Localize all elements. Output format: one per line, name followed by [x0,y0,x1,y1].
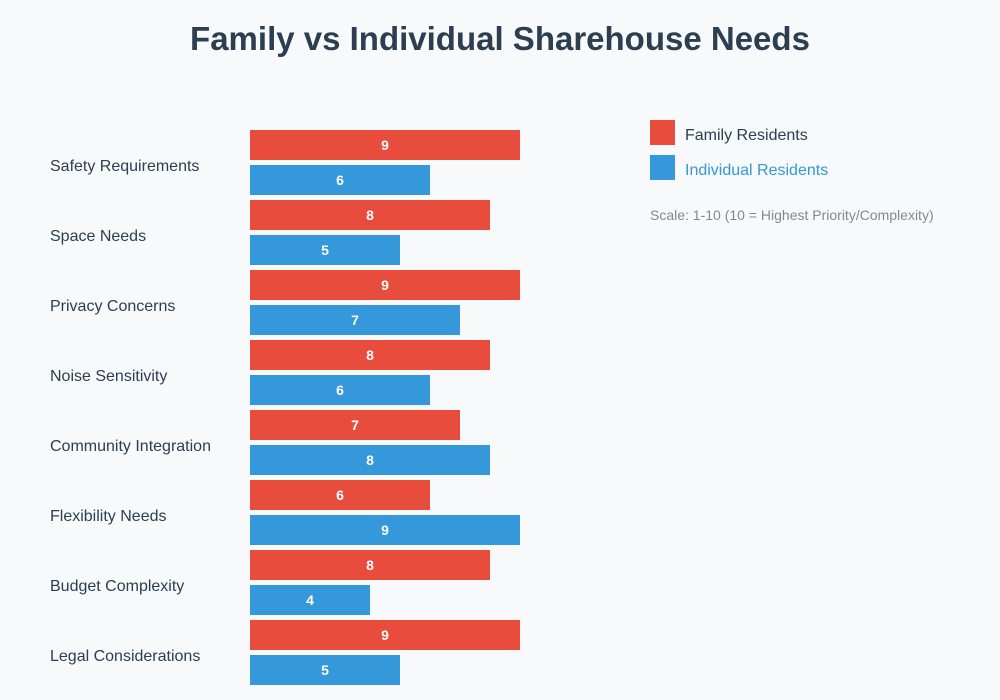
bars-group: Safety Requirements 9 6 Space Needs 8 5 Privac… [50,130,520,685]
data-label: 8 [366,207,374,223]
bar-family [250,130,520,160]
legend-swatch-individual [650,155,675,180]
data-label: 8 [366,557,374,573]
bar-family [250,410,460,440]
bar-individual [250,585,370,615]
data-label: 5 [321,242,329,258]
data-label: 6 [336,382,344,398]
bar-individual [250,305,460,335]
data-label: 9 [381,277,389,293]
data-label: 9 [381,137,389,153]
data-label: 6 [336,172,344,188]
data-label: 7 [351,417,359,433]
bar-individual [250,165,430,195]
bar-family [250,340,490,370]
category-label: Legal Considerations [50,648,200,665]
bar-family [250,270,520,300]
legend: Family Residents Individual Residents Sc… [650,120,934,223]
data-label: 9 [381,522,389,538]
bar-family [250,200,490,230]
bar-individual [250,445,490,475]
legend-label-family: Family Residents [685,127,808,144]
bar-family [250,620,520,650]
scale-note: Scale: 1-10 (10 = Highest Priority/Compl… [650,207,934,223]
bar-individual [250,515,520,545]
legend-swatch-family [650,120,675,145]
category-label: Privacy Concerns [50,298,175,315]
category-label: Safety Requirements [50,158,199,175]
data-label: 8 [366,452,374,468]
chart-title: Family vs Individual Sharehouse Needs [190,20,810,57]
bar-family [250,550,490,580]
data-label: 7 [351,312,359,328]
category-label: Noise Sensitivity [50,368,167,385]
bar-individual [250,235,400,265]
data-label: 6 [336,487,344,503]
data-label: 8 [366,347,374,363]
category-label: Flexibility Needs [50,508,166,525]
bar-individual [250,375,430,405]
bar-family [250,480,430,510]
category-label: Budget Complexity [50,578,184,595]
bar-individual [250,655,400,685]
category-label: Space Needs [50,228,146,245]
data-label: 5 [321,662,329,678]
data-label: 9 [381,627,389,643]
legend-label-individual: Individual Residents [685,162,828,179]
category-label: Community Integration [50,438,211,455]
data-label: 4 [306,592,314,608]
